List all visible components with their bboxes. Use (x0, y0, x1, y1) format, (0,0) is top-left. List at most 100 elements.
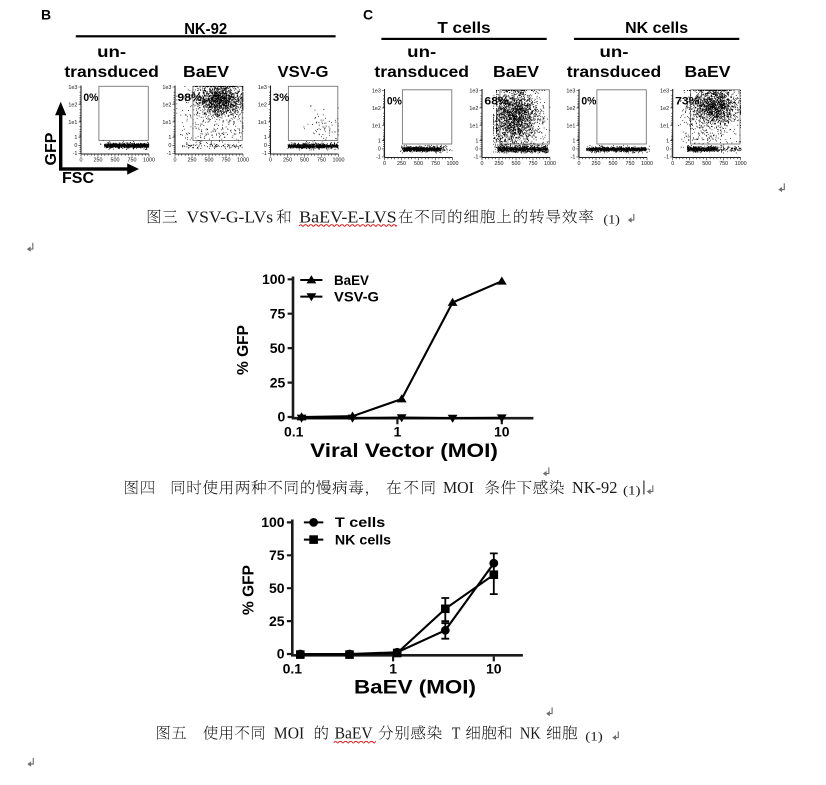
svg-text:BaEV: BaEV (685, 64, 732, 81)
svg-text:(1): (1) (623, 484, 641, 498)
svg-text:500: 500 (300, 158, 309, 164)
svg-text:BaEV: BaEV (335, 724, 374, 743)
svg-text:750: 750 (719, 161, 728, 167)
svg-text:500: 500 (702, 161, 711, 167)
svg-text:0%: 0% (387, 95, 402, 107)
svg-text:-1: -1 (664, 155, 669, 161)
svg-text:100: 100 (262, 271, 286, 287)
svg-text:T: T (452, 724, 461, 743)
svg-text:10: 10 (494, 424, 510, 440)
svg-text:1000: 1000 (735, 161, 747, 167)
svg-text:NK-92: NK-92 (572, 478, 617, 497)
svg-text:10: 10 (486, 661, 502, 677)
svg-text:BaEV: BaEV (334, 273, 369, 288)
svg-text:1e3: 1e3 (566, 88, 575, 94)
svg-text:98%: 98% (177, 92, 202, 104)
svg-text:1000: 1000 (447, 161, 459, 167)
svg-text:25: 25 (269, 613, 285, 629)
svg-text:750: 750 (626, 161, 635, 167)
svg-text:75: 75 (270, 305, 286, 321)
svg-text:500: 500 (414, 161, 423, 167)
svg-text:75: 75 (269, 547, 285, 563)
svg-text:% GFP: % GFP (235, 325, 252, 375)
svg-text:1e2: 1e2 (68, 102, 77, 108)
svg-text:-1: -1 (73, 151, 78, 157)
svg-text:NK cells: NK cells (335, 532, 391, 547)
svg-text:VSV-G: VSV-G (278, 64, 329, 81)
svg-text:73%: 73% (675, 95, 700, 107)
svg-text:0: 0 (481, 161, 484, 167)
svg-text:1000: 1000 (544, 161, 556, 167)
svg-text:1e2: 1e2 (162, 102, 171, 108)
svg-text:0: 0 (572, 147, 575, 153)
svg-text:100: 100 (261, 514, 285, 530)
svg-text:1000: 1000 (333, 158, 345, 164)
svg-text:0: 0 (578, 161, 581, 167)
svg-text:VSV-G: VSV-G (334, 289, 379, 304)
svg-text:0: 0 (278, 409, 286, 425)
svg-text:750: 750 (431, 161, 440, 167)
svg-text:B: B (41, 7, 51, 23)
svg-text:BaEV (MOI): BaEV (MOI) (354, 677, 476, 699)
svg-text:-1: -1 (376, 155, 381, 161)
svg-text:500: 500 (111, 158, 120, 164)
svg-text:MOI: MOI (274, 724, 305, 743)
svg-text:250: 250 (397, 161, 406, 167)
svg-text:(1): (1) (585, 729, 603, 743)
svg-text:FSC: FSC (62, 170, 94, 187)
svg-text:T cells: T cells (335, 515, 385, 530)
svg-text:un-: un- (600, 44, 629, 61)
svg-text:MOI: MOI (443, 478, 474, 497)
svg-text:1000: 1000 (641, 161, 653, 167)
svg-text:1e3: 1e3 (469, 88, 478, 94)
svg-text:1: 1 (264, 135, 267, 141)
svg-text:1: 1 (389, 661, 397, 677)
svg-text:50: 50 (270, 340, 286, 356)
svg-text:NK: NK (520, 724, 541, 743)
svg-text:1e2: 1e2 (258, 102, 267, 108)
svg-text:1e1: 1e1 (258, 120, 267, 126)
svg-text:500: 500 (205, 158, 214, 164)
svg-text:VSV-G-LVs: VSV-G-LVs (186, 207, 273, 226)
svg-text:1e2: 1e2 (469, 106, 478, 112)
svg-text:0: 0 (74, 143, 77, 149)
svg-text:250: 250 (495, 161, 504, 167)
svg-text:% GFP: % GFP (241, 565, 258, 615)
svg-text:0: 0 (80, 158, 83, 164)
svg-text:250: 250 (188, 158, 197, 164)
svg-text:500: 500 (512, 161, 521, 167)
svg-text:0%: 0% (83, 92, 98, 104)
svg-text:0%: 0% (581, 95, 596, 107)
svg-text:T cells: T cells (437, 20, 490, 37)
svg-text:-1: -1 (474, 155, 479, 161)
svg-text:1: 1 (394, 424, 402, 440)
svg-text:50: 50 (269, 580, 285, 596)
svg-text:68%: 68% (484, 95, 509, 107)
svg-text:0: 0 (277, 646, 285, 662)
svg-text:(1): (1) (603, 212, 620, 226)
svg-text:-1: -1 (167, 151, 172, 157)
svg-text:1000: 1000 (143, 158, 155, 164)
svg-text:1000: 1000 (237, 158, 249, 164)
svg-text:Viral Vector (MOI): Viral Vector (MOI) (310, 440, 498, 462)
svg-text:1: 1 (572, 139, 575, 145)
svg-text:BaEV: BaEV (493, 64, 540, 81)
svg-text:1e2: 1e2 (660, 106, 669, 112)
svg-text:250: 250 (592, 161, 601, 167)
svg-text:BaEV-E-LVS: BaEV-E-LVS (299, 207, 397, 226)
svg-text:1e3: 1e3 (258, 85, 267, 91)
svg-text:0: 0 (264, 143, 267, 149)
svg-text:C: C (363, 7, 373, 23)
svg-text:1e2: 1e2 (566, 106, 575, 112)
svg-text:0: 0 (666, 147, 669, 153)
svg-text:500: 500 (609, 161, 618, 167)
svg-text:un-: un- (407, 44, 436, 61)
svg-text:0: 0 (378, 147, 381, 153)
svg-text:1e1: 1e1 (162, 120, 171, 126)
svg-text:1: 1 (475, 139, 478, 145)
svg-text:-1: -1 (262, 151, 267, 157)
svg-text:1e1: 1e1 (469, 123, 478, 129)
svg-text:1e3: 1e3 (660, 88, 669, 94)
svg-text:1e3: 1e3 (372, 88, 381, 94)
svg-text:un-: un- (97, 44, 126, 61)
